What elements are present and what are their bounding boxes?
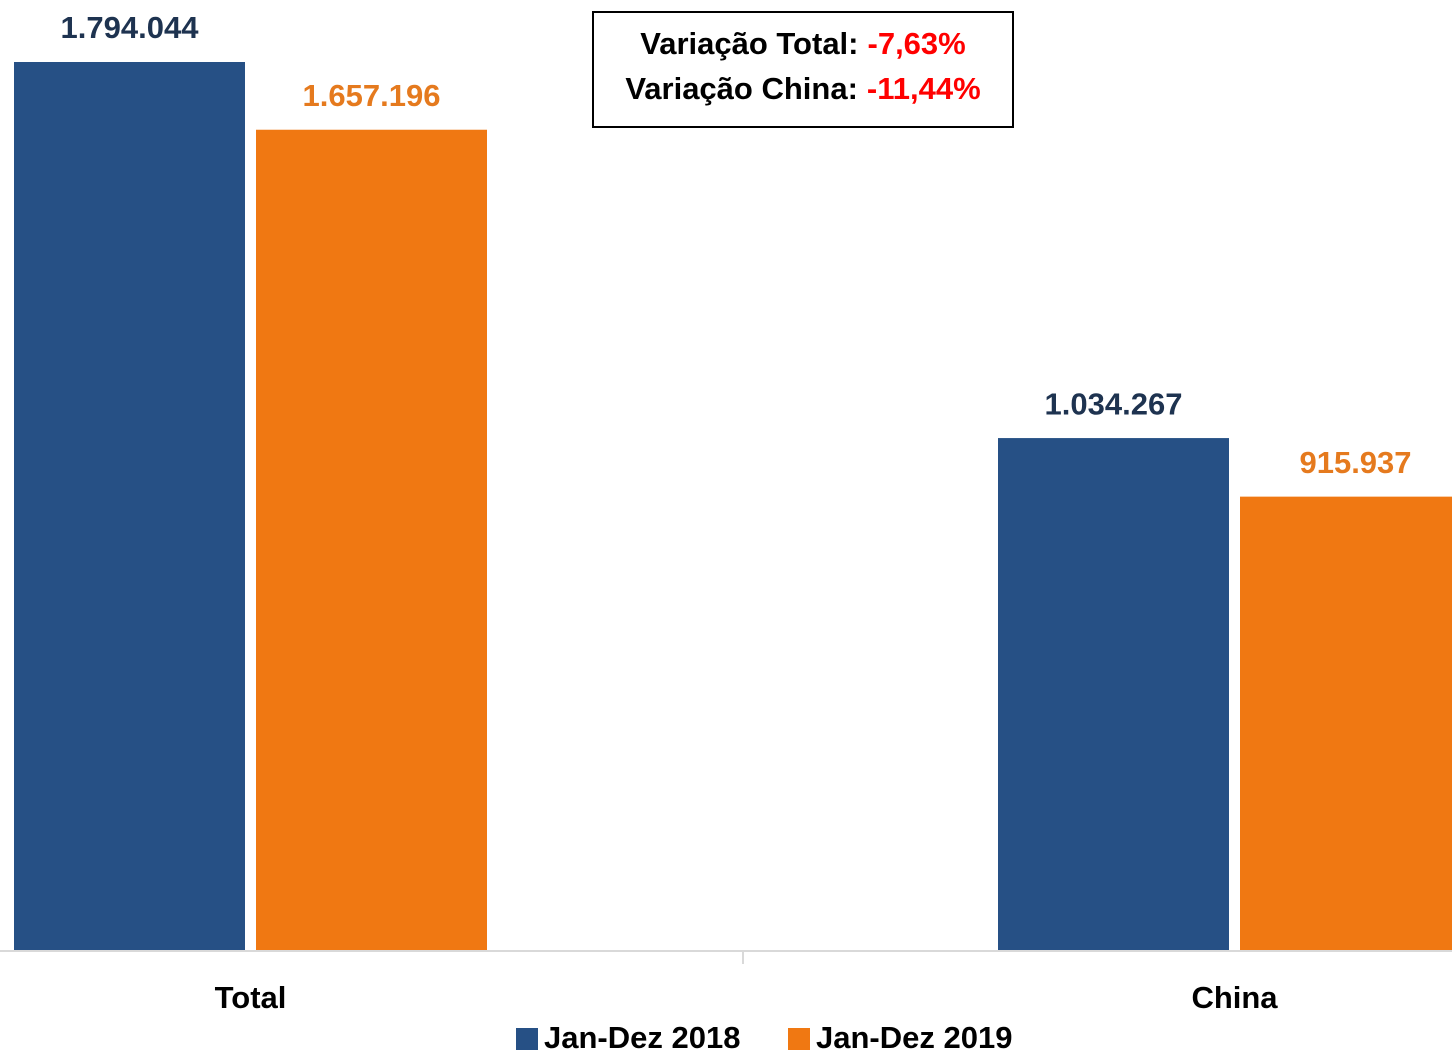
legend-swatch <box>788 1028 810 1050</box>
annotation-value: -11,44% <box>867 71 981 106</box>
legend-label: Jan-Dez 2018 <box>544 1020 740 1055</box>
annotation: Variação Total: -7,63% <box>640 26 965 61</box>
bar <box>998 438 1229 950</box>
bar <box>14 62 245 950</box>
data-label: 915.937 <box>1299 445 1411 480</box>
annotation-value: -7,63% <box>868 26 966 61</box>
annotation: Variação China: -11,44% <box>625 71 980 106</box>
x-tick-label: China <box>1191 980 1278 1015</box>
x-tick-label: Total <box>215 980 287 1015</box>
legend-label: Jan-Dez 2019 <box>816 1020 1012 1055</box>
data-label: 1.657.196 <box>303 78 441 113</box>
legend-swatch <box>516 1028 538 1050</box>
bar <box>1240 496 1452 950</box>
annotation-label: Variação China: <box>625 71 858 106</box>
annotation-box <box>592 11 1014 128</box>
bar <box>256 129 487 950</box>
data-label: 1.794.044 <box>61 10 200 45</box>
data-label: 1.034.267 <box>1045 386 1183 421</box>
annotation-label: Variação Total: <box>640 26 858 61</box>
